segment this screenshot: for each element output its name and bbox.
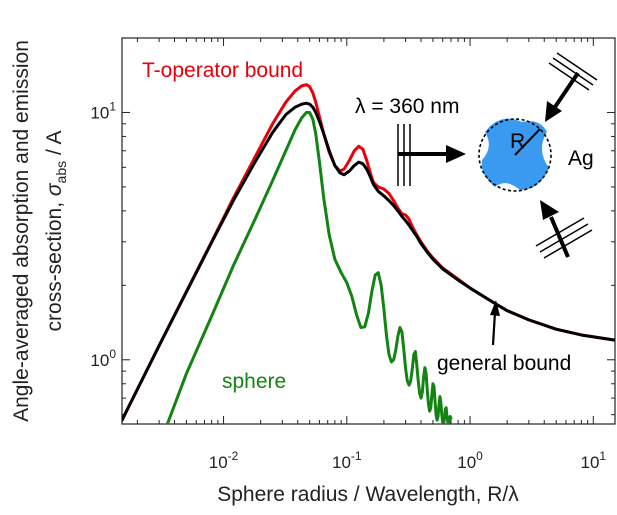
wave-arrow-lower-right-icon [535,200,593,259]
x-tick-labels: 10-2 10-1 100 101 [209,449,607,472]
annotation-wavelength: λ = 360 nm [355,95,459,118]
annotation-sphere: sphere [222,370,286,393]
annotation-toperator: T-operator bound [142,59,303,82]
x-tick-label: 100 [457,449,483,472]
series-line-sphere [165,110,453,424]
wave-arrow-left-icon [397,124,466,186]
plot-area-frame [121,37,616,425]
series-lines [122,83,615,424]
y-axis-title-line2: cross-section, σabs / A [43,131,69,332]
silver-particle-icon: R [478,118,552,192]
x-tick-label: 10-2 [209,449,239,472]
annotation-material: Ag [568,147,594,170]
general-bound-pointer-icon [490,300,500,346]
x-axis-title: Sphere radius / Wavelength, R/λ [217,483,519,506]
series-line-general-bound [122,101,615,422]
y-tick-label: 101 [90,99,116,122]
y-tick-label: 100 [90,347,116,370]
annotation-general-bound: general bound [437,352,571,375]
inset-diagram: λ = 360 nm [355,52,598,259]
annotation-radius: R [510,130,525,153]
x-tick-label: 101 [580,449,606,472]
y-axis-title: Angle-averaged absorption and emission c… [10,40,69,422]
axis-ticks [122,37,615,424]
x-tick-label: 10-1 [332,449,362,472]
wave-arrow-upper-right-icon [545,52,598,122]
y-axis-title-line1: Angle-averaged absorption and emission [10,40,33,422]
y-tick-labels: 100 101 [90,99,116,369]
